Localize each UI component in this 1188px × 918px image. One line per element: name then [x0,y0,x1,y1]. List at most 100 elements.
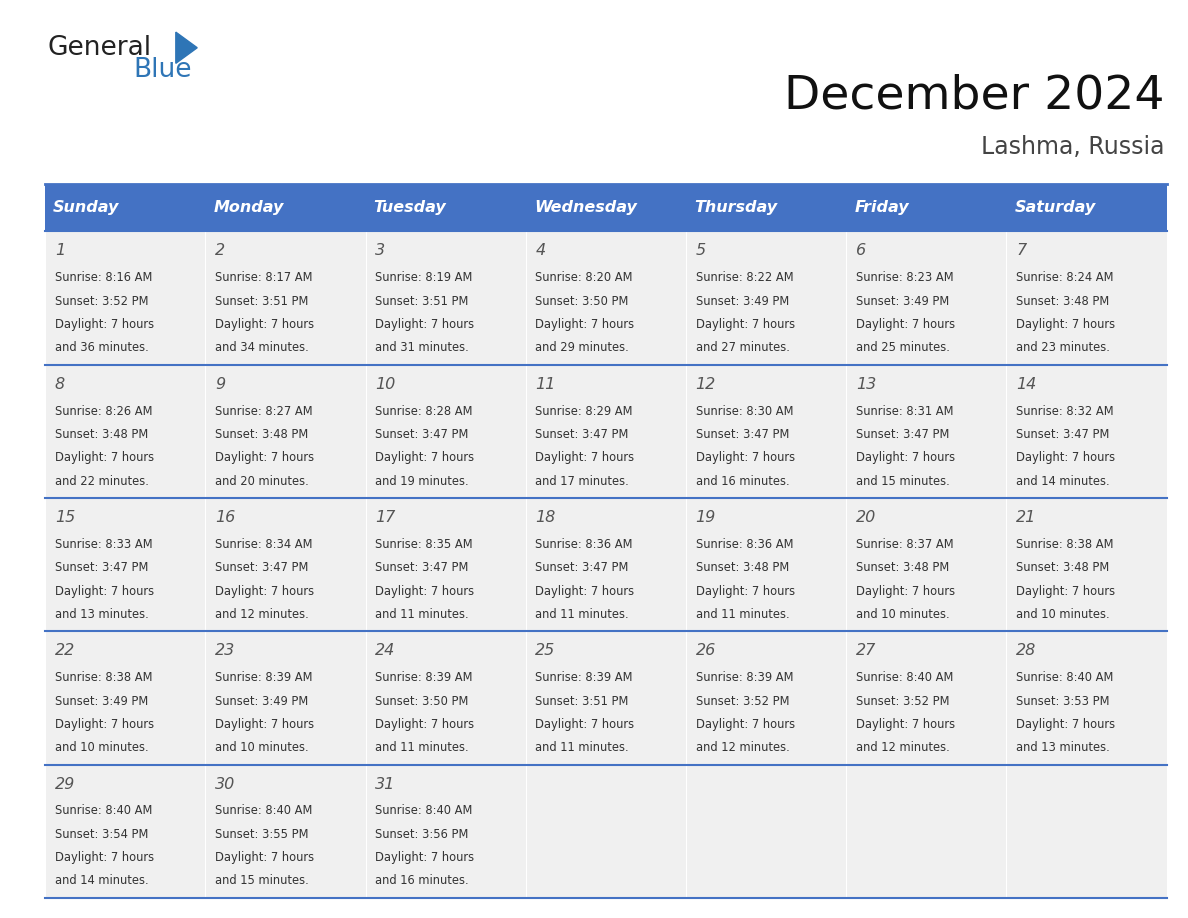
Text: Sunrise: 8:17 AM: Sunrise: 8:17 AM [215,272,312,285]
Text: Sunset: 3:47 PM: Sunset: 3:47 PM [375,561,468,575]
Text: Sunrise: 8:39 AM: Sunrise: 8:39 AM [375,671,473,684]
Text: Sunrise: 8:19 AM: Sunrise: 8:19 AM [375,272,473,285]
Text: Daylight: 7 hours: Daylight: 7 hours [375,585,474,598]
Text: and 29 minutes.: and 29 minutes. [536,341,630,354]
Text: Sunday: Sunday [53,200,120,215]
Text: and 10 minutes.: and 10 minutes. [215,741,309,755]
Text: and 22 minutes.: and 22 minutes. [55,475,148,487]
Text: General: General [48,35,152,61]
Text: Wednesday: Wednesday [533,200,637,215]
Text: Sunset: 3:54 PM: Sunset: 3:54 PM [55,828,148,841]
Text: Sunset: 3:53 PM: Sunset: 3:53 PM [1016,695,1110,708]
Text: and 14 minutes.: and 14 minutes. [55,875,148,888]
Text: Daylight: 7 hours: Daylight: 7 hours [855,452,955,465]
Bar [526,765,685,898]
Bar [206,498,366,632]
Text: and 12 minutes.: and 12 minutes. [696,741,789,755]
Text: Daylight: 7 hours: Daylight: 7 hours [696,718,795,731]
Text: 6: 6 [855,243,866,258]
Text: 17: 17 [375,509,396,525]
Text: Sunrise: 8:29 AM: Sunrise: 8:29 AM [536,405,633,418]
Text: Sunset: 3:48 PM: Sunset: 3:48 PM [215,428,308,441]
Bar [45,498,206,632]
Text: 9: 9 [215,376,225,392]
Text: Sunrise: 8:22 AM: Sunrise: 8:22 AM [696,272,794,285]
Text: Sunrise: 8:26 AM: Sunrise: 8:26 AM [55,405,152,418]
Text: and 34 minutes.: and 34 minutes. [215,341,309,354]
Text: Daylight: 7 hours: Daylight: 7 hours [215,452,314,465]
Text: and 12 minutes.: and 12 minutes. [855,741,949,755]
Text: and 36 minutes.: and 36 minutes. [55,341,148,354]
Text: Tuesday: Tuesday [373,200,447,215]
Text: and 20 minutes.: and 20 minutes. [215,475,309,487]
Text: and 13 minutes.: and 13 minutes. [1016,741,1110,755]
Text: Daylight: 7 hours: Daylight: 7 hours [55,851,154,864]
Text: 30: 30 [215,777,235,791]
Text: Daylight: 7 hours: Daylight: 7 hours [1016,585,1116,598]
Text: Sunrise: 8:40 AM: Sunrise: 8:40 AM [55,804,152,818]
Bar [45,765,206,898]
Text: Lashma, Russia: Lashma, Russia [981,135,1164,159]
Bar [1006,231,1167,364]
Text: and 11 minutes.: and 11 minutes. [696,608,789,621]
Text: and 19 minutes.: and 19 minutes. [375,475,469,487]
Text: Daylight: 7 hours: Daylight: 7 hours [696,452,795,465]
Text: 7: 7 [1016,243,1026,258]
Text: 21: 21 [1016,509,1036,525]
Bar [45,364,206,498]
Text: Sunset: 3:47 PM: Sunset: 3:47 PM [215,561,309,575]
Bar [206,184,366,231]
Text: Sunset: 3:48 PM: Sunset: 3:48 PM [1016,295,1110,308]
Bar [526,231,685,364]
Text: Sunset: 3:56 PM: Sunset: 3:56 PM [375,828,468,841]
Text: and 10 minutes.: and 10 minutes. [855,608,949,621]
Text: Sunset: 3:49 PM: Sunset: 3:49 PM [696,295,789,308]
Bar [1006,632,1167,765]
Text: and 11 minutes.: and 11 minutes. [536,608,628,621]
Text: 23: 23 [215,644,235,658]
Text: Daylight: 7 hours: Daylight: 7 hours [215,585,314,598]
Text: Daylight: 7 hours: Daylight: 7 hours [1016,718,1116,731]
Text: and 12 minutes.: and 12 minutes. [215,608,309,621]
Text: Daylight: 7 hours: Daylight: 7 hours [855,585,955,598]
Text: Sunrise: 8:40 AM: Sunrise: 8:40 AM [855,671,953,684]
Text: Saturday: Saturday [1015,200,1095,215]
Text: and 27 minutes.: and 27 minutes. [696,341,790,354]
Text: 13: 13 [855,376,876,392]
Text: Sunset: 3:47 PM: Sunset: 3:47 PM [55,561,148,575]
Text: Daylight: 7 hours: Daylight: 7 hours [375,851,474,864]
Text: and 25 minutes.: and 25 minutes. [855,341,949,354]
Text: Daylight: 7 hours: Daylight: 7 hours [215,318,314,331]
Text: and 16 minutes.: and 16 minutes. [696,475,789,487]
Text: 12: 12 [696,376,716,392]
Bar [846,184,1006,231]
Text: 11: 11 [536,376,556,392]
Text: Sunrise: 8:30 AM: Sunrise: 8:30 AM [696,405,794,418]
Text: Daylight: 7 hours: Daylight: 7 hours [375,718,474,731]
Text: 2: 2 [215,243,225,258]
Text: Daylight: 7 hours: Daylight: 7 hours [55,452,154,465]
Text: Daylight: 7 hours: Daylight: 7 hours [215,718,314,731]
Text: 15: 15 [55,509,75,525]
Text: Daylight: 7 hours: Daylight: 7 hours [536,318,634,331]
Text: Sunset: 3:50 PM: Sunset: 3:50 PM [375,695,468,708]
Text: and 10 minutes.: and 10 minutes. [1016,608,1110,621]
Text: Friday: Friday [854,200,909,215]
Text: 5: 5 [696,243,706,258]
Text: Daylight: 7 hours: Daylight: 7 hours [55,318,154,331]
Bar [685,632,846,765]
Text: 8: 8 [55,376,65,392]
Text: and 11 minutes.: and 11 minutes. [375,741,469,755]
Bar [366,765,526,898]
Bar [685,765,846,898]
Polygon shape [176,32,197,63]
Bar [526,184,685,231]
Text: Daylight: 7 hours: Daylight: 7 hours [375,318,474,331]
Bar [685,231,846,364]
Text: Sunrise: 8:31 AM: Sunrise: 8:31 AM [855,405,953,418]
Text: Daylight: 7 hours: Daylight: 7 hours [855,318,955,331]
Bar [45,184,206,231]
Text: 20: 20 [855,509,876,525]
Bar [206,231,366,364]
Text: Sunrise: 8:20 AM: Sunrise: 8:20 AM [536,272,633,285]
